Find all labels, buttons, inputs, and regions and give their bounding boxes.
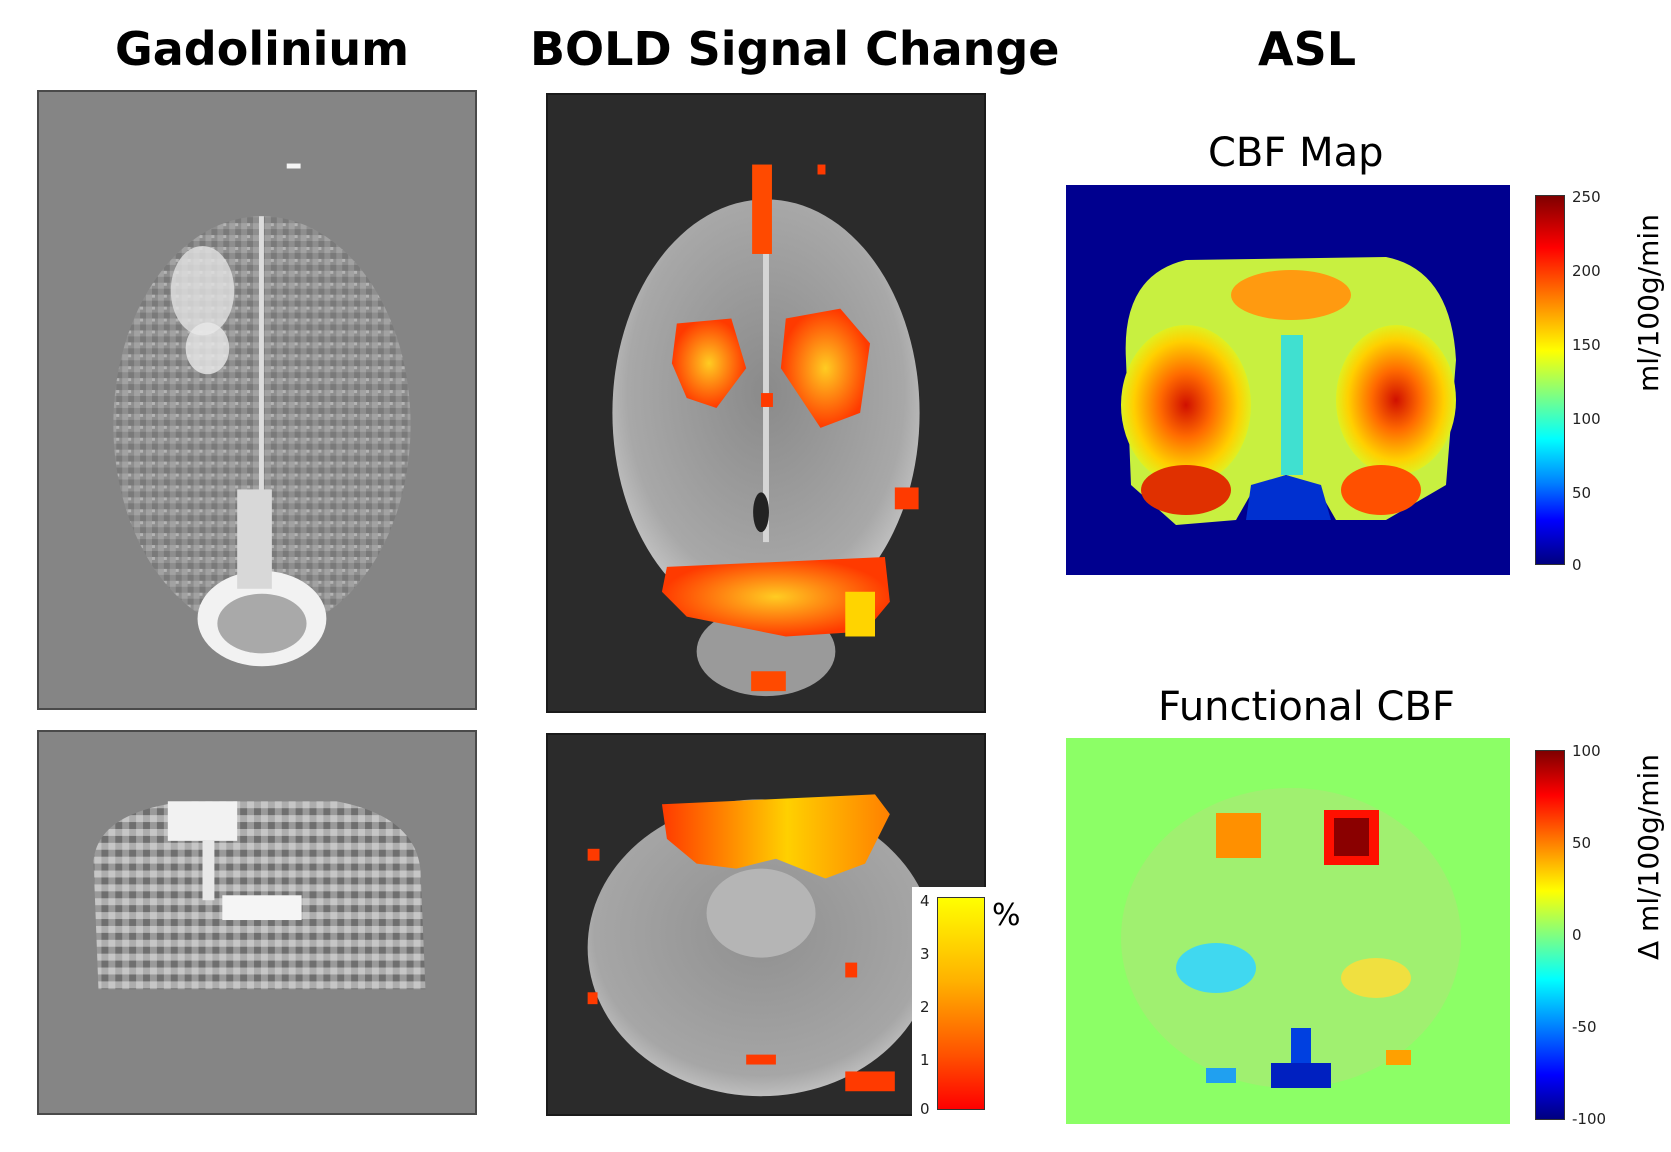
bold-colorbar	[937, 897, 985, 1110]
functional-cbf-image	[1066, 738, 1510, 1124]
fcbf-tick-50: 50	[1572, 834, 1592, 852]
bold-tick-1: 1	[920, 1051, 930, 1069]
bold-tick-4: 4	[920, 892, 930, 910]
cbf-tick-0: 0	[1572, 556, 1582, 574]
functional-cbf-unit: Δ ml/100g/min	[1632, 754, 1665, 960]
bold-colorbar-unit: %	[992, 898, 1021, 933]
gadolinium-axial-image	[37, 90, 477, 710]
functional-cbf-title: Functional CBF	[1158, 684, 1455, 730]
gadolinium-heading: Gadolinium	[115, 22, 410, 76]
bold-tick-0: 0	[920, 1100, 930, 1118]
cbf-map-title: CBF Map	[1208, 130, 1384, 176]
cbf-tick-50: 50	[1572, 484, 1592, 502]
bold-tick-2: 2	[920, 998, 930, 1016]
cbf-map-image	[1066, 185, 1510, 575]
cbf-map-unit: ml/100g/min	[1632, 214, 1665, 392]
cbf-map-colorbar	[1535, 195, 1565, 565]
gadolinium-coronal-image	[37, 730, 477, 1115]
asl-heading: ASL	[1258, 22, 1357, 76]
bold-heading: BOLD Signal Change	[530, 22, 1060, 76]
fcbf-tick-neg50: -50	[1572, 1018, 1597, 1036]
cbf-tick-250: 250	[1572, 188, 1601, 206]
cbf-tick-150: 150	[1572, 336, 1601, 354]
bold-axial-image	[546, 93, 986, 713]
bold-coronal-image	[546, 733, 986, 1116]
cbf-tick-200: 200	[1572, 262, 1601, 280]
cbf-tick-100: 100	[1572, 410, 1601, 428]
functional-cbf-colorbar	[1535, 750, 1565, 1120]
fcbf-tick-neg100: -100	[1572, 1110, 1607, 1128]
fcbf-tick-0: 0	[1572, 926, 1582, 944]
fcbf-tick-100: 100	[1572, 742, 1601, 760]
bold-tick-3: 3	[920, 945, 930, 963]
